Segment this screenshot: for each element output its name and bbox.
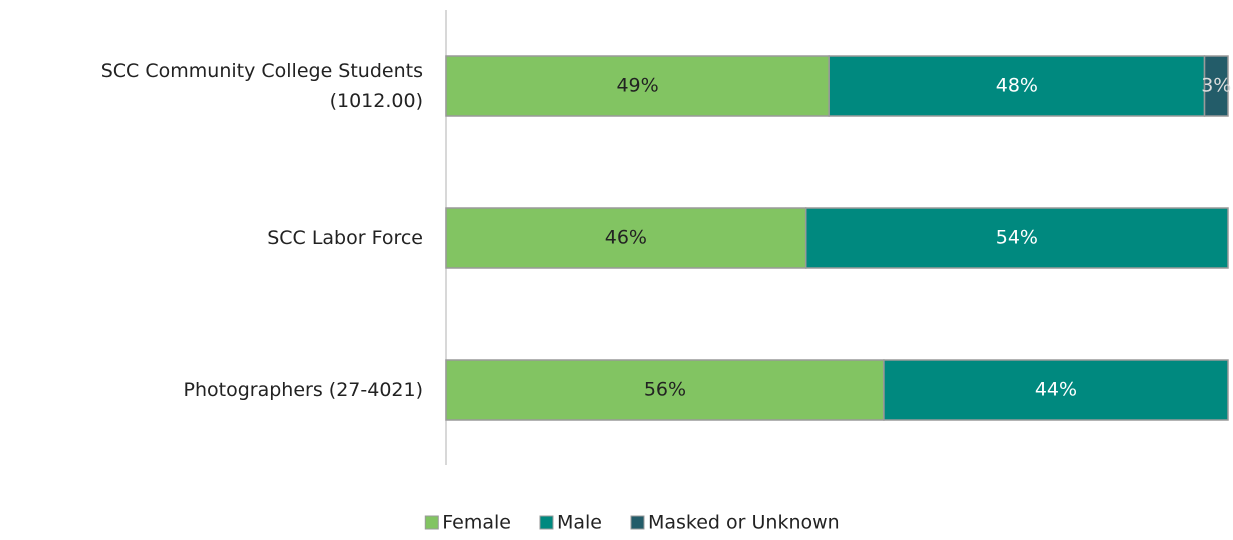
bar-segment bbox=[804, 207, 1229, 269]
category-label: Photographers (27-4021) bbox=[183, 379, 423, 401]
legend-label: Male bbox=[557, 512, 602, 534]
data-label: 49% bbox=[616, 75, 658, 97]
legend-swatch bbox=[630, 515, 645, 530]
legend-swatch bbox=[424, 515, 439, 530]
data-label: 56% bbox=[644, 379, 686, 401]
data-label: 54% bbox=[996, 227, 1038, 249]
bar-segment bbox=[445, 207, 807, 269]
legend-label: Masked or Unknown bbox=[648, 512, 840, 534]
data-label: 48% bbox=[996, 75, 1038, 97]
bar-segment bbox=[883, 359, 1229, 421]
data-label: 46% bbox=[605, 227, 647, 249]
bar-segment bbox=[445, 359, 885, 421]
legend-label: Female bbox=[442, 512, 511, 534]
category-label: SCC Community College Students (1012.00) bbox=[100, 60, 423, 112]
bar-segment bbox=[828, 55, 1206, 117]
category-label: SCC Labor Force bbox=[267, 227, 423, 249]
legend-swatch bbox=[539, 515, 554, 530]
data-label: 3% bbox=[1201, 75, 1231, 97]
bar-segment bbox=[1203, 55, 1229, 117]
data-label: 44% bbox=[1035, 379, 1077, 401]
